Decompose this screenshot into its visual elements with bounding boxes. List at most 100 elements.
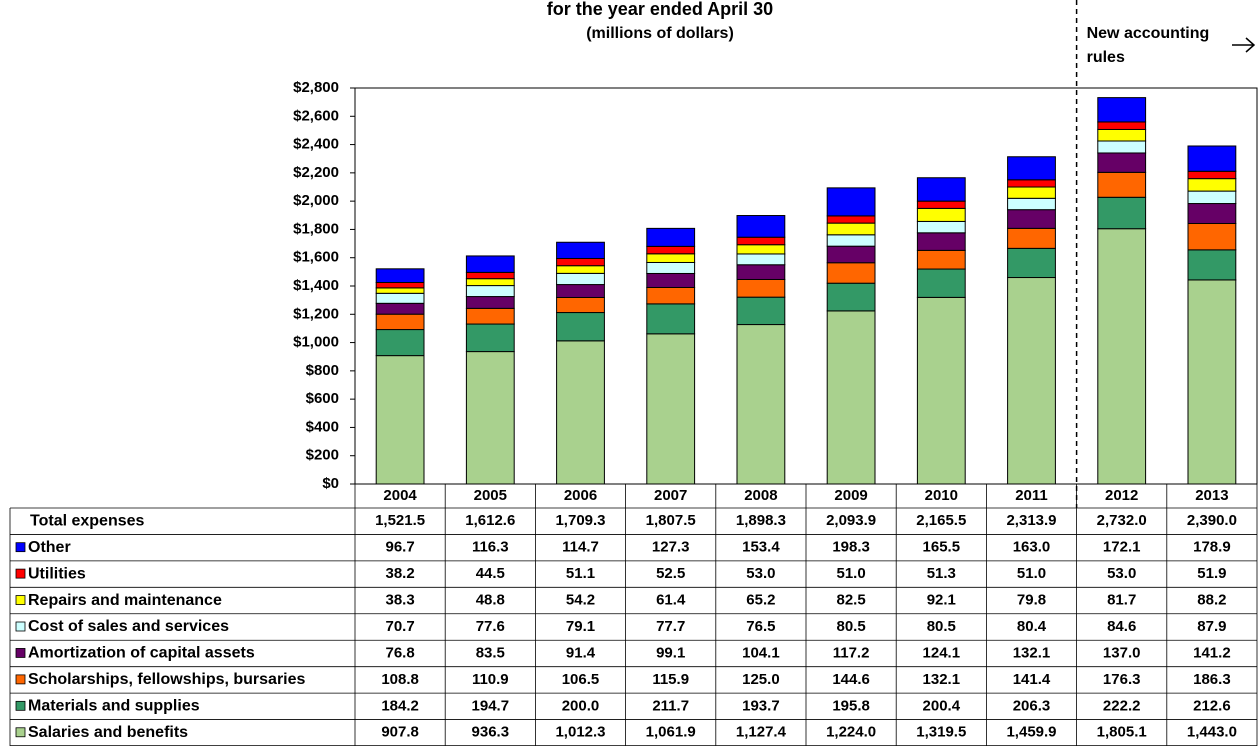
- table-value: 1,807.5: [646, 512, 696, 529]
- bar-segment: [736, 296, 786, 326]
- y-tick-label: $1,200: [293, 305, 339, 322]
- legend-label: Scholarships, fellowships, bursaries: [28, 671, 306, 688]
- bar-segment: [646, 303, 696, 335]
- table-value: 51.0: [836, 565, 865, 582]
- table-value: 1,127.4: [736, 724, 787, 741]
- bar-segment: [916, 232, 966, 251]
- bar-segment: [1007, 186, 1056, 199]
- table-value: 80.4: [1017, 618, 1047, 635]
- table-value: 87.9: [1197, 618, 1226, 635]
- legend-label: Other: [28, 539, 71, 556]
- y-tick-label: $1,800: [293, 220, 339, 237]
- bar-segment: [1097, 228, 1147, 485]
- bar-segment: [1007, 179, 1056, 188]
- bar-segment: [1187, 223, 1237, 251]
- legend-swatch: [15, 648, 26, 658]
- table-value: 163.0: [1013, 539, 1051, 556]
- table-value: 212.6: [1193, 697, 1231, 714]
- bar-segment: [916, 296, 966, 485]
- bar-segment: [736, 215, 786, 238]
- table-value: 206.3: [1013, 697, 1051, 714]
- bar-segment: [375, 292, 425, 304]
- table-value: 38.3: [385, 592, 414, 609]
- bar-segment: [916, 268, 966, 298]
- legend-label: Cost of sales and services: [28, 618, 229, 635]
- table-value: 88.2: [1197, 592, 1226, 609]
- table-value: 110.9: [472, 671, 509, 688]
- x-tick-label: 2004: [383, 487, 417, 504]
- bar-segment: [556, 296, 605, 314]
- bar-segment: [1187, 279, 1237, 485]
- table-value: 125.0: [742, 671, 780, 688]
- table-value: 193.7: [742, 697, 780, 714]
- table-value: 2,390.0: [1187, 512, 1237, 529]
- bar-segment: [916, 220, 966, 234]
- y-tick-label: $400: [306, 418, 339, 435]
- y-tick-label: $0: [322, 475, 339, 492]
- bar-segment: [646, 286, 696, 305]
- y-tick-label: $1,400: [293, 277, 339, 294]
- table-value: 200.0: [562, 697, 600, 714]
- table-value: 79.1: [566, 618, 595, 635]
- table-value: 104.1: [742, 644, 780, 661]
- table-value: 54.2: [566, 592, 595, 609]
- bar-segment: [556, 272, 605, 286]
- bar-segment: [1007, 277, 1056, 485]
- table-value: 1,012.3: [555, 724, 605, 741]
- legend-label: Salaries and benefits: [28, 724, 188, 741]
- table-value: 132.1: [923, 671, 961, 688]
- table-value: 176.3: [1103, 671, 1141, 688]
- bar-segment: [646, 261, 696, 274]
- table-value: 80.5: [927, 618, 956, 635]
- table-value: 936.3: [472, 724, 510, 741]
- bar-segment: [826, 310, 876, 485]
- table-value: 178.9: [1193, 539, 1231, 556]
- table-value: 115.9: [652, 671, 689, 688]
- bar-segment: [556, 340, 605, 485]
- y-tick-label: $800: [306, 362, 339, 379]
- table-value: 1,061.9: [646, 724, 696, 741]
- table-value: 141.4: [1013, 671, 1051, 688]
- table-value: 51.0: [1017, 565, 1046, 582]
- table-value: 108.8: [381, 671, 419, 688]
- y-tick-label: $600: [306, 390, 339, 407]
- y-tick-label: $2,800: [293, 79, 339, 96]
- table-value: 1,612.6: [465, 512, 515, 529]
- table-value: 172.1: [1103, 539, 1141, 556]
- table-value: 114.7: [562, 539, 599, 556]
- x-tick-label: 2005: [474, 487, 507, 504]
- bar-segment: [375, 302, 425, 315]
- bar-segment: [465, 307, 515, 325]
- bar-segment: [646, 253, 696, 263]
- table-value: 198.3: [832, 539, 870, 556]
- x-tick-label: 2013: [1195, 487, 1228, 504]
- bar-segment: [1097, 97, 1147, 123]
- table-value: 51.3: [927, 565, 956, 582]
- table-value: 81.7: [1107, 592, 1136, 609]
- row-label: Total expenses: [30, 512, 145, 529]
- y-tick-label: $1,600: [293, 249, 339, 266]
- bar-segment: [646, 227, 696, 247]
- table-value: 53.0: [1107, 565, 1136, 582]
- table-value: 70.7: [385, 618, 414, 635]
- bar-segment: [826, 215, 876, 224]
- table-value: 1,898.3: [736, 512, 786, 529]
- table-value: 99.1: [656, 644, 685, 661]
- table-value: 106.5: [562, 671, 600, 688]
- table-value: 83.5: [476, 644, 505, 661]
- table-value: 77.6: [476, 618, 505, 635]
- table-value: 1,443.0: [1187, 724, 1237, 741]
- table-value: 200.4: [923, 697, 961, 714]
- table-value: 52.5: [656, 565, 685, 582]
- legend-swatch: [15, 568, 26, 579]
- table-value: 92.1: [927, 592, 956, 609]
- bar-segment: [1097, 140, 1147, 154]
- bar-segment: [1007, 247, 1056, 279]
- table-value: 2,313.9: [1006, 512, 1056, 529]
- bar-segment: [375, 329, 425, 357]
- table-value: 91.4: [566, 644, 596, 661]
- y-tick-label: $2,000: [293, 192, 339, 209]
- bar-segment: [465, 255, 515, 273]
- legend-swatch: [15, 727, 26, 738]
